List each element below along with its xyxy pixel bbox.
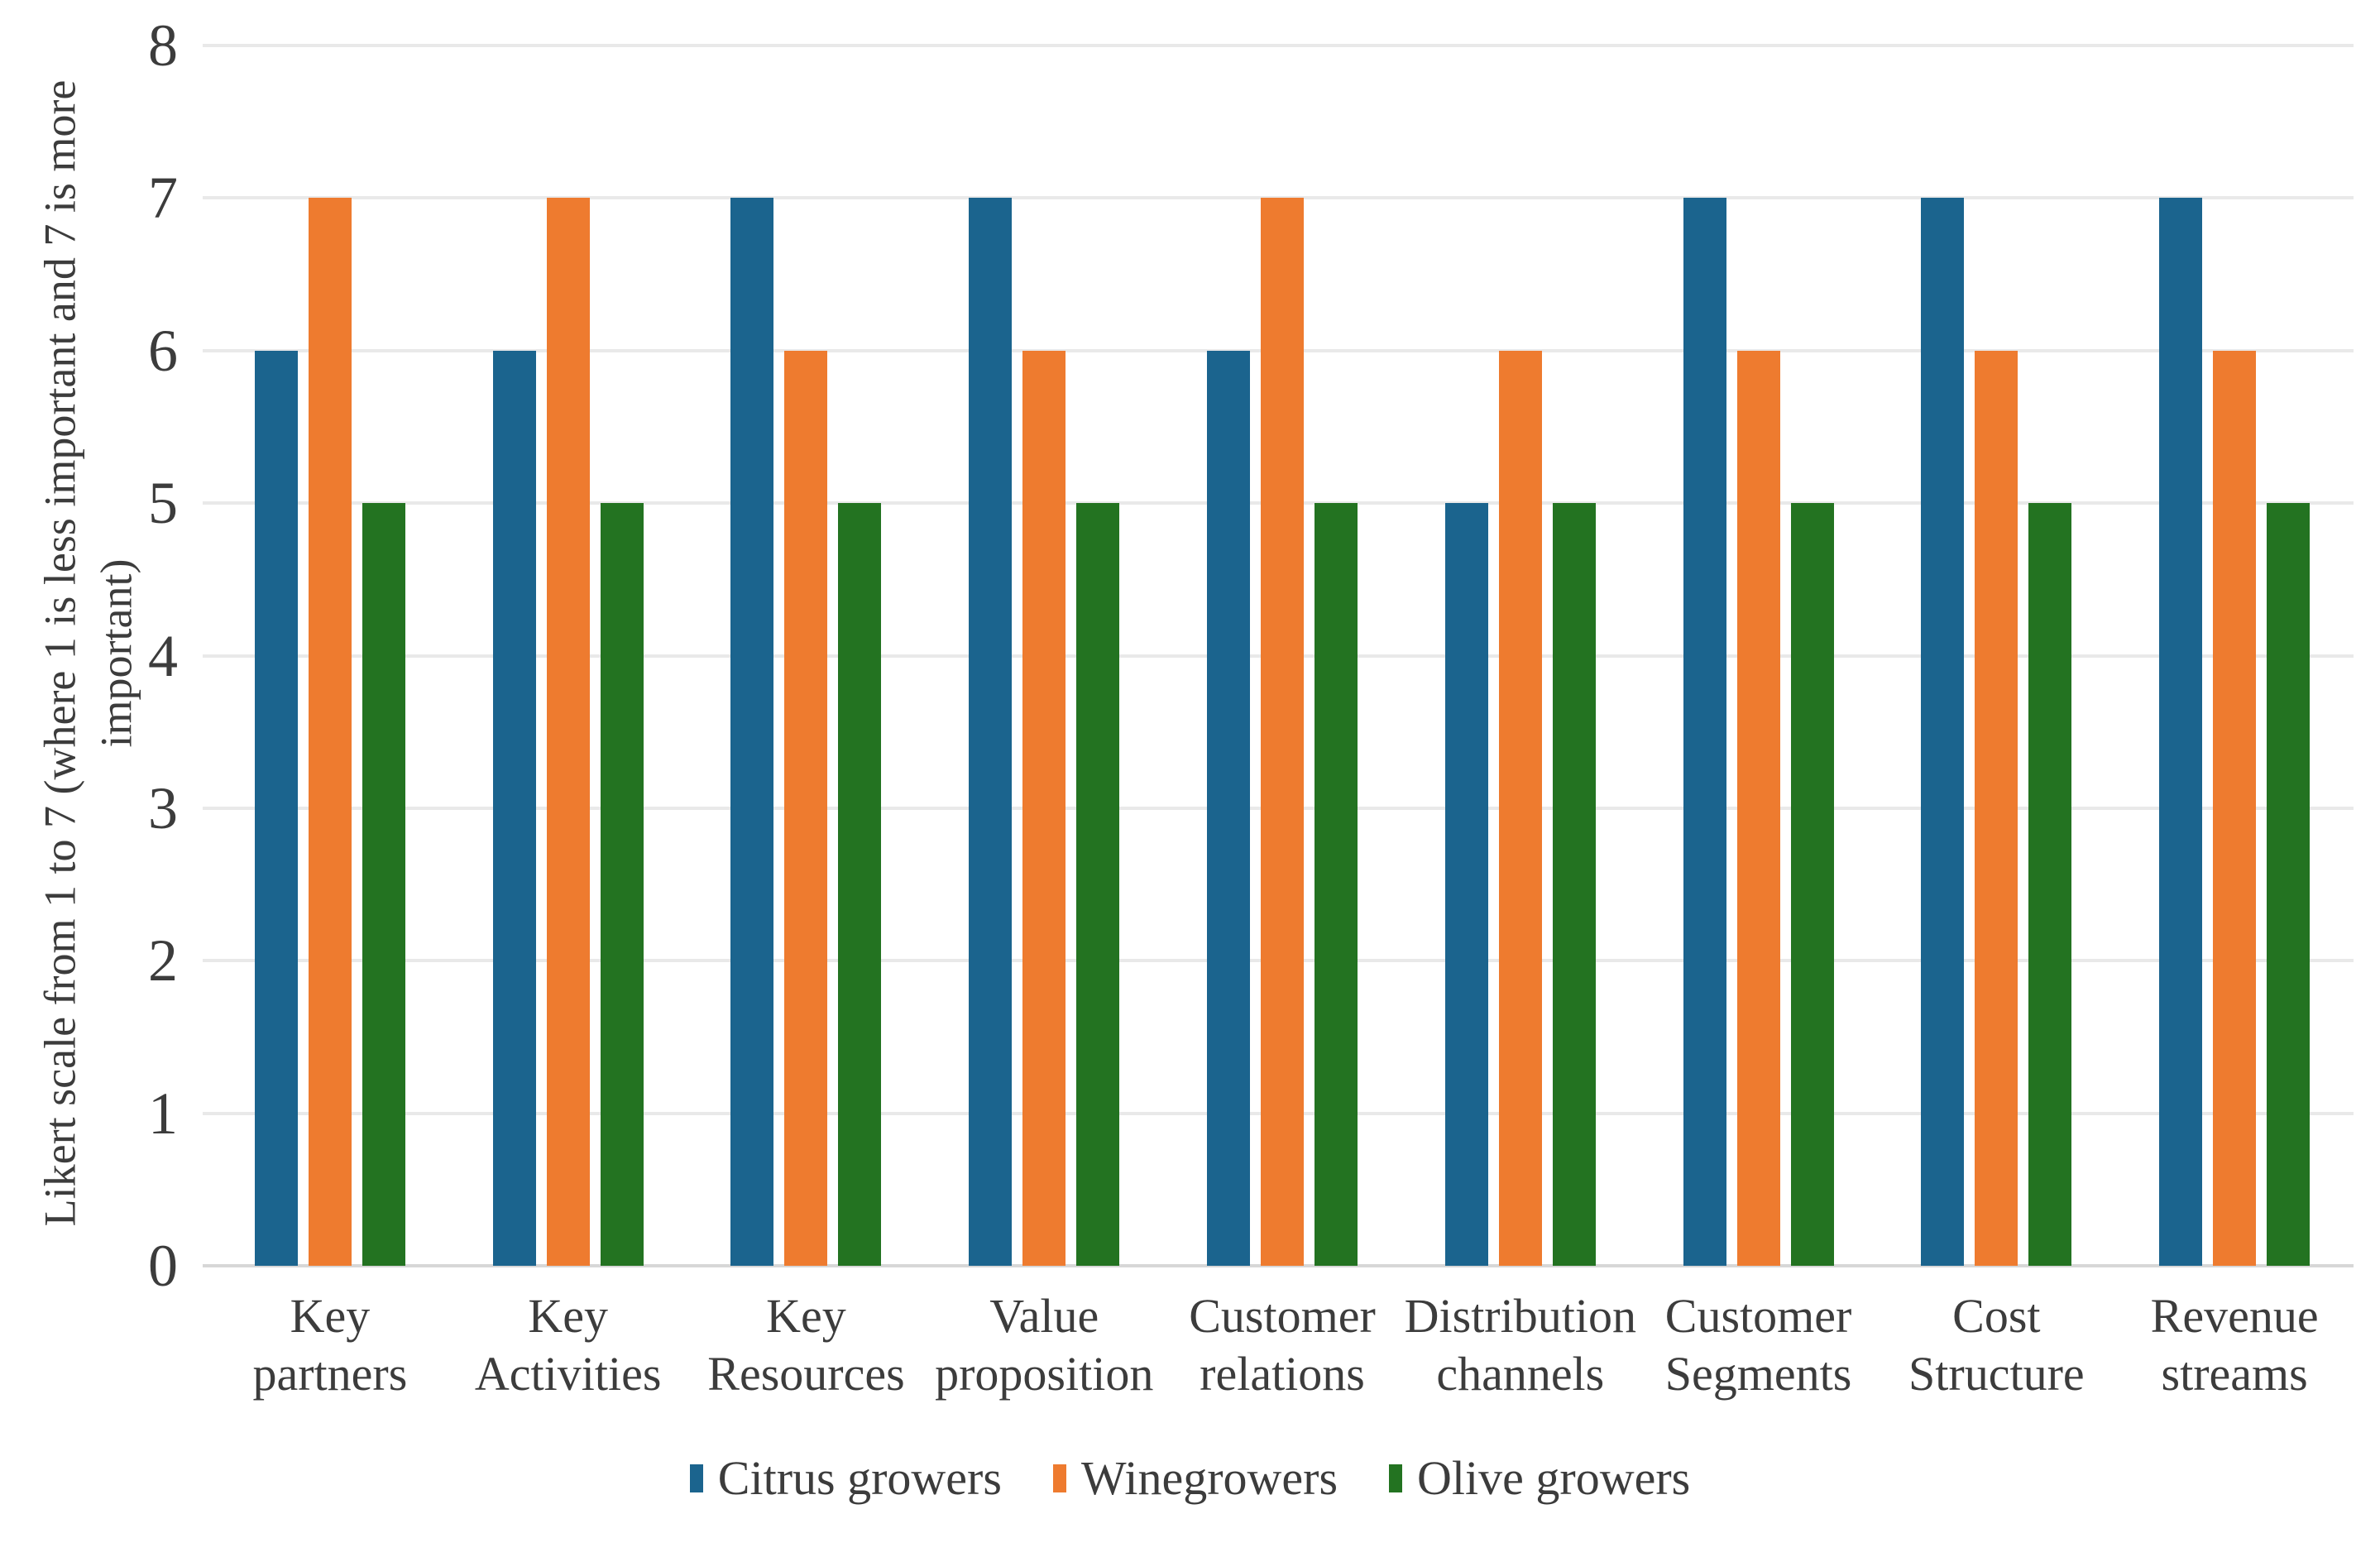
bar-winegrowers-key-activities [546,198,590,1266]
x-tick-label-customer-segments: Customer Segments [1664,1289,1852,1401]
bar-group-cost-structure [1877,46,2115,1266]
x-axis-labels: Key partners Key Activities Key Resources V… [211,1287,2354,1402]
bar-winegrowers-distribution-channels [1498,350,1542,1266]
x-tick-label-revenue-streams: Revenue streams [2150,1289,2319,1401]
bar-citrus-growers-customer-relations [1207,350,1251,1266]
bar-citrus-growers-key-resources [730,198,774,1266]
legend-label: Citrus growers [717,1451,1002,1505]
bar-winegrowers-customer-relations [1261,198,1305,1266]
legend-swatch-icon [1052,1464,1066,1492]
bar-group-revenue-streams [2115,46,2354,1266]
legend-item-olive-growers: Olive growers [1389,1454,1690,1502]
legend-item-citrus-growers: Citrus growers [689,1451,1002,1505]
legend-swatch-icon [1389,1464,1403,1492]
bar-olive-growers-distribution-channels [1552,503,1596,1266]
bar-citrus-growers-value-proposition [969,198,1013,1266]
bar-citrus-growers-revenue-streams [2159,198,2203,1266]
bar-olive-growers-customer-segments [1790,503,1834,1266]
x-tick-label-key-activities: Key Activities [474,1289,662,1401]
legend: Citrus growers Winegrowers Olive growers [0,1454,2380,1502]
gridline-0 [203,1264,2354,1267]
bar-citrus-growers-cost-structure [1921,198,1965,1266]
bar-group-value-proposition [925,46,1163,1266]
bar-olive-growers-cost-structure [2028,503,2072,1266]
bar-citrus-growers-customer-segments [1683,198,1726,1266]
bar-winegrowers-revenue-streams [2213,350,2257,1266]
bar-winegrowers-key-partners [308,198,352,1266]
bar-group-distribution-channels [1401,46,1640,1266]
gridline-8 [203,44,2354,47]
bar-citrus-growers-key-partners [254,350,298,1266]
x-tick-label-distribution-channels: Distribution channels [1404,1289,1636,1401]
bar-citrus-growers-key-activities [492,350,536,1266]
bar-olive-growers-customer-relations [1315,503,1358,1266]
x-tick-label-key-partners: Key partners [252,1289,408,1401]
bar-group-customer-relations [1163,46,1401,1266]
bar-groups [211,46,2354,1266]
bar-group-key-partners [211,46,449,1266]
y-tick-label-1: 1 [148,1080,178,1147]
legend-label: Olive growers [1417,1451,1691,1505]
bar-olive-growers-value-proposition [1076,503,1120,1266]
bar-group-customer-segments [1640,46,1878,1266]
bar-group-key-resources [687,46,926,1266]
y-tick-label-4: 4 [148,622,178,689]
legend-swatch-icon [689,1464,703,1492]
y-tick-label-8: 8 [148,12,178,79]
bar-citrus-growers-distribution-channels [1444,503,1488,1266]
y-tick-label-2: 2 [148,927,178,994]
x-tick-label-customer-relations: Customer relations [1189,1289,1376,1401]
bar-winegrowers-key-resources [784,350,828,1266]
bar-olive-growers-key-partners [362,503,405,1266]
bar-winegrowers-cost-structure [1975,350,2018,1266]
bar-olive-growers-revenue-streams [2267,503,2311,1266]
bar-winegrowers-customer-segments [1736,350,1780,1266]
x-tick-label-value-proposition: Value proposition [935,1289,1154,1401]
y-tick-label-7: 7 [148,165,178,232]
bar-group-key-activities [449,46,687,1266]
legend-label: Winegrowers [1080,1451,1338,1505]
y-tick-label-5: 5 [148,470,178,537]
bar-winegrowers-value-proposition [1022,350,1066,1266]
legend-item-winegrowers: Winegrowers [1052,1451,1338,1505]
bar-olive-growers-key-resources [838,503,882,1266]
y-tick-label-3: 3 [148,774,178,841]
x-tick-label-key-resources: Key Resources [707,1289,905,1401]
bar-olive-growers-key-activities [600,503,644,1266]
x-tick-label-cost-structure: Cost Structure [1908,1289,2085,1401]
y-tick-label-6: 6 [148,317,178,384]
y-tick-label-0: 0 [148,1233,178,1299]
